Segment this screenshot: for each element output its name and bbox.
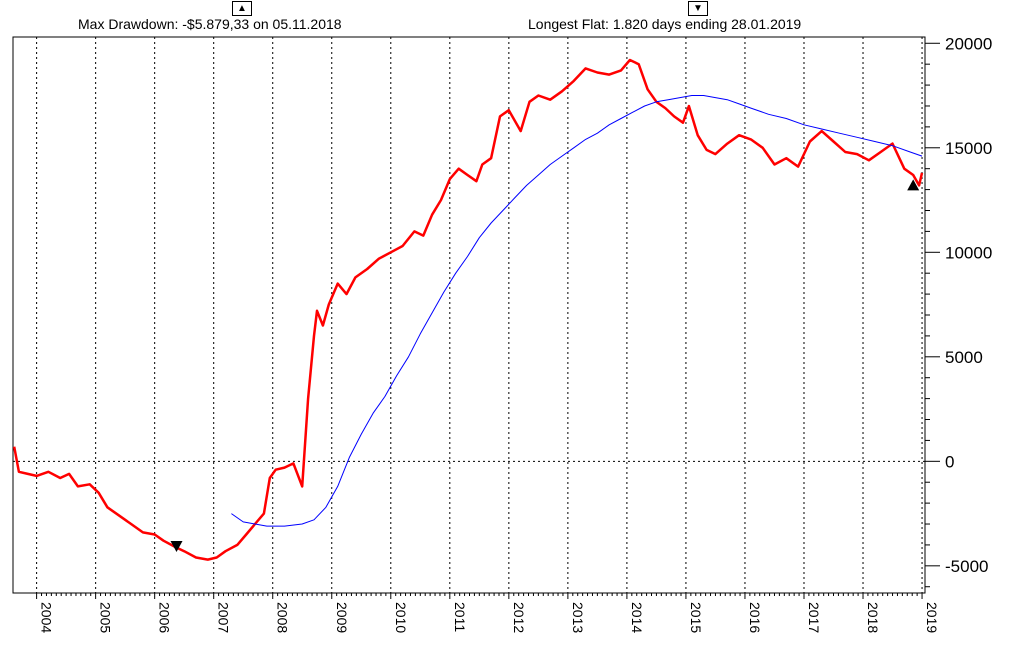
x-tick-label: 2014 xyxy=(629,602,645,633)
y-tick-label: -5000 xyxy=(945,557,988,576)
x-tick-label: 2004 xyxy=(39,602,55,633)
drawdown-markers xyxy=(170,179,920,553)
x-axis: 2004 2005 2006 2007 2008 2009 2010 2011 2012 2013… xyxy=(36,593,940,633)
triangle-down-icon xyxy=(170,541,183,553)
y-tick-label: 15000 xyxy=(945,139,992,158)
x-tick-label: 2013 xyxy=(570,602,586,633)
max-drawdown-marker-icon[interactable]: ▲ xyxy=(232,1,252,16)
moving-average-line xyxy=(231,95,923,527)
x-tick-label: 2019 xyxy=(924,602,940,633)
x-tick-label: 2018 xyxy=(865,602,881,633)
x-tick-label: 2016 xyxy=(747,602,763,633)
x-tick-label: 2011 xyxy=(452,602,468,632)
x-tick-label: 2008 xyxy=(275,602,291,633)
y-tick-label: 20000 xyxy=(945,34,992,53)
longest-flat-label: Longest Flat: 1.820 days ending 28.01.20… xyxy=(528,16,802,32)
grid-lines xyxy=(13,37,925,593)
y-tick-label: 10000 xyxy=(945,243,992,262)
triangle-up-icon xyxy=(907,179,920,191)
max-drawdown-label: Max Drawdown: -$5.879,33 on 05.11.2018 xyxy=(78,16,342,32)
x-tick-label: 2010 xyxy=(393,602,409,633)
x-tick-label: 2009 xyxy=(334,602,350,633)
y-tick-label: 0 xyxy=(945,452,954,471)
y-tick-label: 5000 xyxy=(945,348,983,367)
equity-line xyxy=(12,58,924,561)
x-tick-label: 2007 xyxy=(216,602,232,633)
series-lines xyxy=(12,58,924,561)
longest-flat-marker-icon[interactable]: ▼ xyxy=(688,1,708,16)
plot-frame xyxy=(12,36,926,594)
x-tick-label: 2005 xyxy=(98,602,114,633)
x-tick-label: 2015 xyxy=(688,602,704,633)
y-axis: 20000 15000 10000 5000 0 -5000 xyxy=(925,34,992,588)
x-tick-label: 2012 xyxy=(511,602,527,633)
x-tick-label: 2006 xyxy=(157,602,173,633)
x-tick-label: 2017 xyxy=(806,602,822,633)
